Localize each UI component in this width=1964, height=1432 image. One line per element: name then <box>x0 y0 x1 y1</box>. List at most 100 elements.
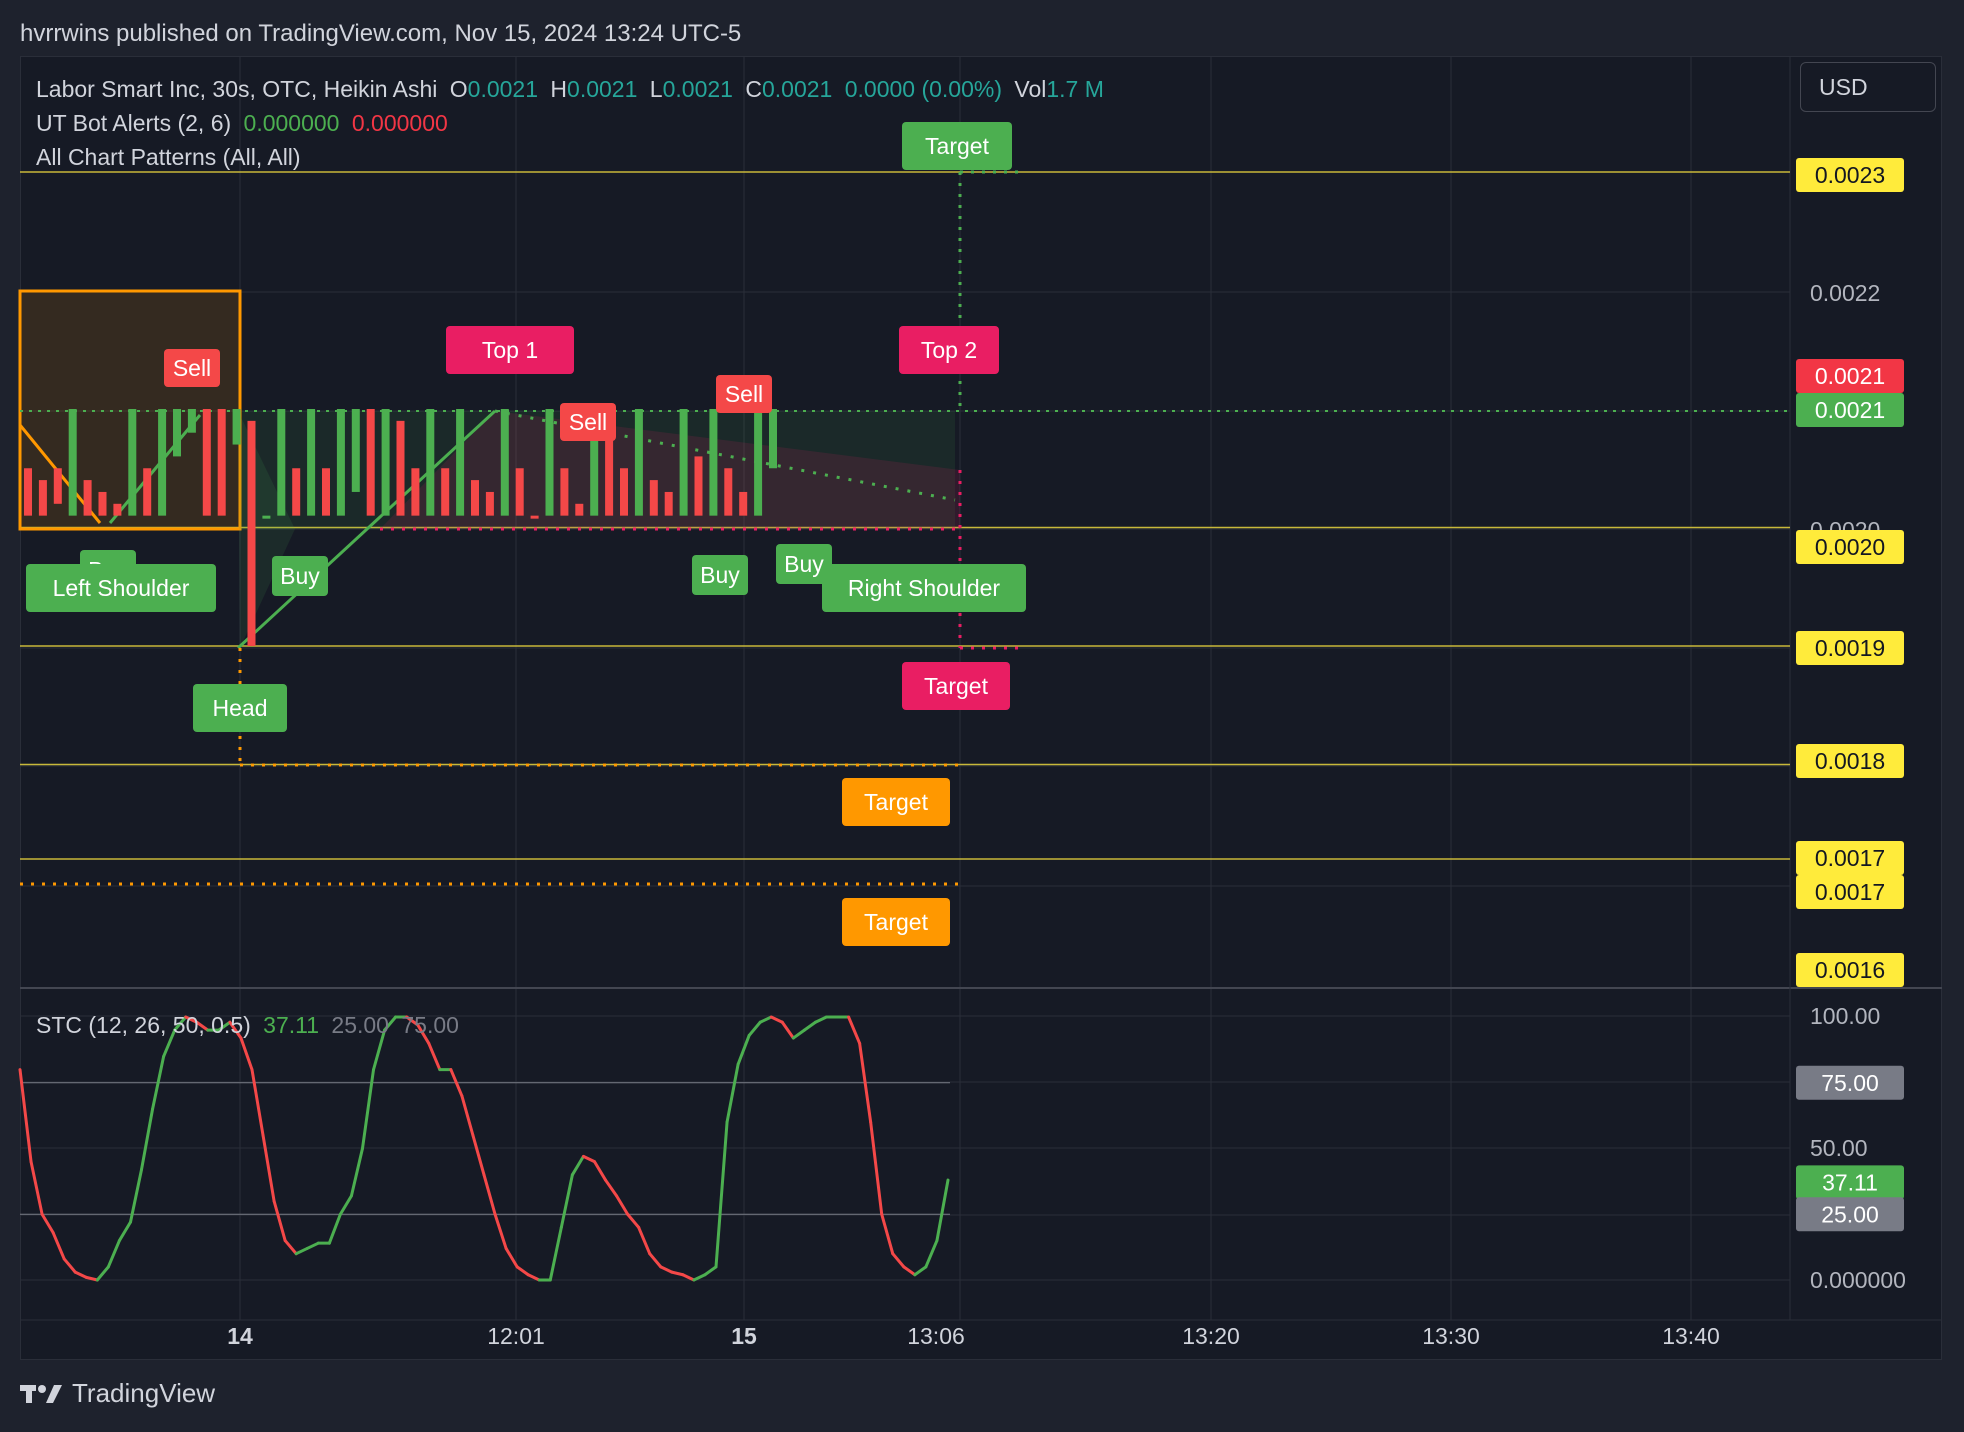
stc-seg-23 <box>261 1133 276 1203</box>
annotation-4: Sell <box>569 409 607 435</box>
stc-seg-38 <box>427 1041 442 1072</box>
low-value: 0.0021 <box>662 76 733 102</box>
annotation-15: Target <box>864 909 929 935</box>
candle-42 <box>649 480 658 516</box>
annotation-7: Buy <box>280 563 320 589</box>
stc-seg-40 <box>449 1068 464 1098</box>
annotation-bg-5 <box>716 375 772 413</box>
stc-title[interactable]: STC (12, 26, 50, 0.5) <box>36 1012 251 1038</box>
x-axis: 14 12:01 15 13:06 13:20 13:30 13:40 <box>227 1323 1720 1349</box>
candle-4 <box>83 480 92 516</box>
vol-value: 1.7 M <box>1046 76 1104 102</box>
stc-value-2: 25.00 <box>331 1012 389 1038</box>
ut-title[interactable]: UT Bot Alerts (2, 6) <box>36 110 232 136</box>
candle-39 <box>605 409 614 516</box>
stc-seg-16 <box>184 1015 199 1024</box>
stc-seg-32 <box>360 1068 376 1150</box>
symbol-title[interactable]: Labor Smart Inc, 30s, OTC, Heikin Ashi <box>36 76 438 102</box>
stc-seg-45 <box>504 1246 519 1269</box>
stc-seg-73 <box>813 1015 828 1024</box>
stc-level-label-1: 37.11 <box>1822 1169 1878 1195</box>
annotation-2: Top 2 <box>921 337 977 363</box>
candle-46 <box>709 409 718 516</box>
annotation-11: Right Shoulder <box>848 575 1000 601</box>
candle-35 <box>545 409 554 516</box>
candle-27 <box>426 409 435 516</box>
annotation-12: Head <box>213 695 268 721</box>
annotation-bg-4 <box>560 403 616 441</box>
legend-row-symbol: Labor Smart Inc, 30s, OTC, Heikin Ashi O… <box>36 76 1110 103</box>
stc-seg-24 <box>272 1199 287 1243</box>
stc-seg-27 <box>305 1241 320 1250</box>
candle-6 <box>113 503 122 516</box>
stc-seg-15 <box>173 1015 188 1032</box>
stc-seg-6 <box>73 1270 88 1279</box>
grid <box>20 56 1942 1321</box>
stc-seg-71 <box>791 1028 806 1040</box>
candle-38 <box>590 409 599 516</box>
stc-seg-10 <box>117 1220 132 1243</box>
stc-seg-76 <box>847 1015 862 1045</box>
level-lines <box>20 171 1790 860</box>
stc-seg-51 <box>570 1154 585 1177</box>
candle-36 <box>560 468 569 516</box>
stc-seg-43 <box>482 1173 497 1216</box>
candle-8 <box>143 468 152 516</box>
candle-48 <box>739 491 748 516</box>
price-label-bg-2 <box>1796 393 1904 427</box>
price-label-bg-0 <box>1796 158 1904 192</box>
candle-47 <box>724 468 733 516</box>
stc-seg-79 <box>880 1212 895 1256</box>
stc-seg-64 <box>714 1120 729 1269</box>
patterns-title[interactable]: All Chart Patterns (All, All) <box>36 144 301 170</box>
stc-tick-1: 50.00 <box>1810 1135 1868 1161</box>
stc-panel <box>18 1015 950 1282</box>
publish-info: hvrrwins published on TradingView.com, N… <box>20 20 742 47</box>
stc-seg-70 <box>780 1020 795 1040</box>
currency-button[interactable]: USD <box>1800 62 1936 112</box>
stc-seg-61 <box>681 1273 696 1282</box>
stc-seg-22 <box>250 1068 265 1137</box>
candles <box>24 409 777 646</box>
stc-seg-30 <box>338 1194 353 1216</box>
y-tick-0: 0.0022 <box>1810 280 1880 306</box>
annotation-bg-2 <box>899 326 999 374</box>
stc-seg-66 <box>736 1033 751 1066</box>
price-label-bg-6 <box>1796 841 1904 875</box>
candle-2 <box>53 468 62 504</box>
stc-value-3: 75.00 <box>401 1012 459 1038</box>
price-label-2: 0.0021 <box>1815 397 1885 423</box>
footer-brand[interactable]: TradingView <box>20 1378 215 1409</box>
candle-0 <box>24 468 32 516</box>
left-shoulder-line <box>108 414 202 524</box>
stc-seg-58 <box>648 1252 663 1269</box>
x-tick-0: 14 <box>227 1323 253 1349</box>
stc-seg-55 <box>615 1194 630 1216</box>
legend-row-ut: UT Bot Alerts (2, 6) 0.000000 0.000000 <box>36 110 454 137</box>
stc-tick-0: 100.00 <box>1810 1003 1880 1029</box>
annotation-10: Left Shoulder <box>53 575 190 601</box>
annotation-bg-3 <box>164 349 220 387</box>
legend-row-stc: STC (12, 26, 50, 0.5) 37.11 25.00 75.00 <box>36 1012 465 1039</box>
stc-seg-37 <box>416 1023 431 1045</box>
candle-50 <box>769 409 777 469</box>
stc-seg-63 <box>703 1265 718 1277</box>
candle-33 <box>515 468 524 516</box>
stc-seg-54 <box>604 1178 619 1198</box>
annotation-bg-10 <box>26 564 216 612</box>
candle-26 <box>411 468 420 516</box>
stc-seg-12 <box>140 1107 155 1172</box>
stc-level-label-2: 25.00 <box>1821 1201 1879 1227</box>
candle-3 <box>68 409 77 516</box>
x-tick-1: 12:01 <box>487 1323 545 1349</box>
candle-28 <box>441 468 450 516</box>
stc-seg-1 <box>18 1068 33 1164</box>
price-label-6: 0.0017 <box>1815 845 1885 871</box>
stc-seg-65 <box>725 1062 740 1124</box>
candle-18 <box>292 468 301 516</box>
candle-29 <box>456 409 465 516</box>
annotation-bg-1 <box>446 326 574 374</box>
tradingview-logo-icon <box>20 1384 62 1403</box>
price-label-4: 0.0019 <box>1815 635 1885 661</box>
